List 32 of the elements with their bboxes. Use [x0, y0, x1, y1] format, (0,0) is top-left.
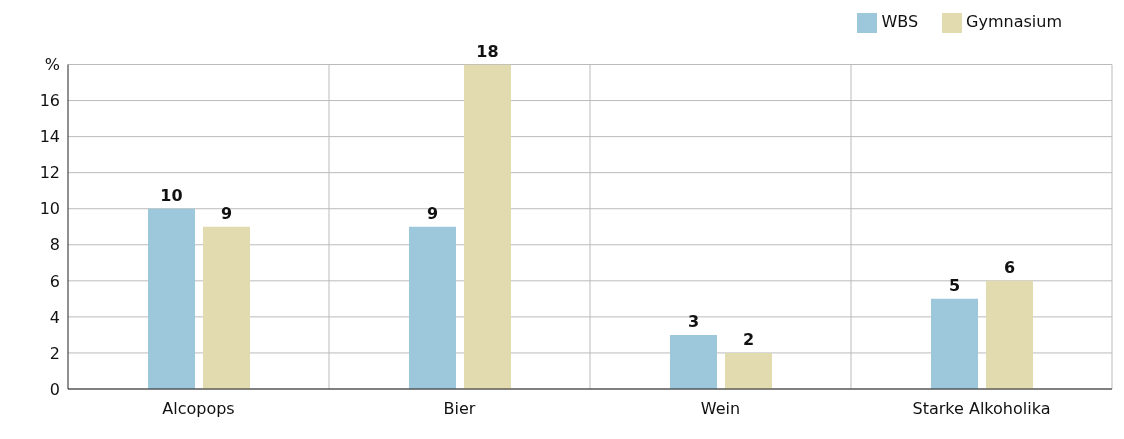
- legend-label: WBS: [881, 12, 919, 31]
- y-tick-label: 8: [49, 235, 60, 255]
- y-tick-label: 2: [49, 343, 60, 363]
- y-tick-label: 14: [39, 127, 60, 147]
- y-tick-label: 0: [49, 379, 60, 399]
- data-label: 6: [1003, 257, 1016, 277]
- y-tick-label: 10: [39, 199, 60, 219]
- y-tick-label: 12: [39, 163, 60, 183]
- data-label: 2: [742, 329, 755, 349]
- bar: [986, 280, 1033, 389]
- bar: [931, 298, 978, 389]
- bar: [725, 352, 772, 389]
- y-tick-label: 4: [49, 307, 60, 327]
- y-tick-label: %: [44, 55, 60, 75]
- legend-label: Gymnasium: [966, 12, 1062, 31]
- data-label: 10: [160, 185, 183, 205]
- data-label: 18: [476, 41, 499, 61]
- x-tick-label: Starke Alkoholika: [912, 399, 1051, 419]
- y-tick-label: 16: [39, 91, 60, 111]
- x-tick-label: Bier: [443, 399, 476, 419]
- data-label: 9: [220, 203, 233, 223]
- bar: [148, 208, 195, 389]
- x-tick-label: Wein: [700, 399, 741, 419]
- data-label: 5: [948, 275, 961, 295]
- bar: [670, 334, 717, 389]
- bar: [203, 226, 250, 389]
- y-tick-label: 6: [49, 271, 60, 291]
- data-label: 9: [426, 203, 439, 223]
- x-tick-label: Alcopops: [162, 399, 235, 419]
- data-label: 3: [687, 311, 700, 331]
- bar: [464, 64, 511, 389]
- bar: [409, 226, 456, 389]
